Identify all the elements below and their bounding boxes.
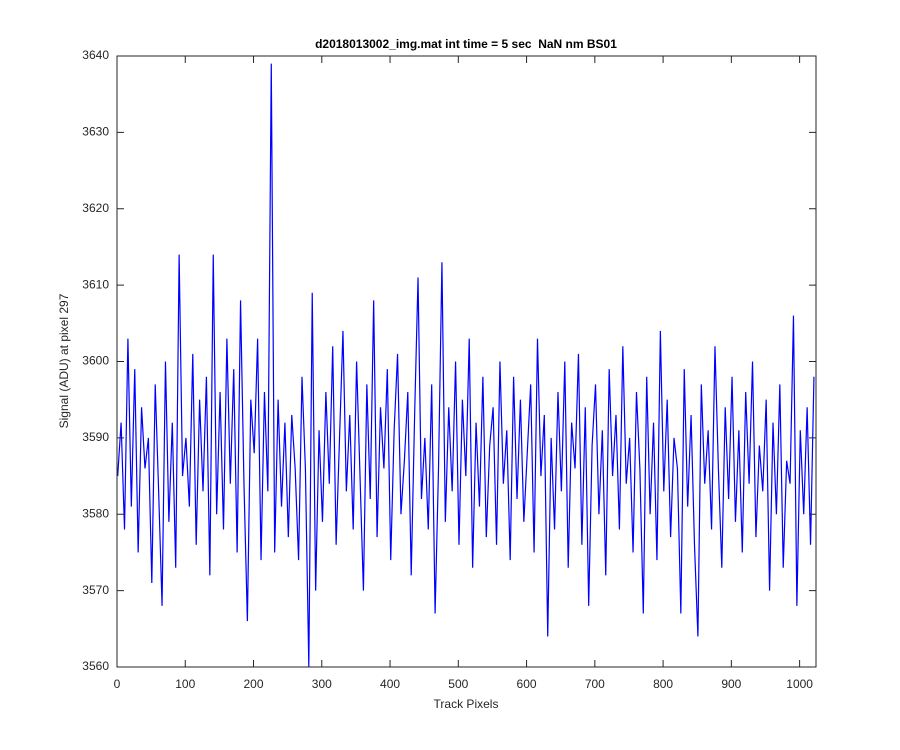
- y-tick-label: 3580: [82, 506, 109, 520]
- y-tick-label: 3560: [82, 659, 109, 673]
- chart-title: d2018013002_img.mat int time = 5 sec NaN…: [315, 37, 617, 51]
- y-tick-label: 3630: [82, 125, 109, 139]
- x-tick-label: 0: [114, 677, 121, 691]
- x-tick-label: 600: [517, 677, 537, 691]
- x-tick-label: 400: [380, 677, 400, 691]
- x-tick-label: 1000: [786, 677, 813, 691]
- data-line: [117, 63, 815, 668]
- y-tick-label: 3590: [82, 430, 109, 444]
- x-tick-label: 800: [653, 677, 673, 691]
- y-tick-label: 3610: [82, 277, 109, 291]
- y-tick-label: 3620: [82, 201, 109, 215]
- x-tick-label: 200: [244, 677, 264, 691]
- y-axis-label: Signal (ADU) at pixel 297: [57, 293, 71, 428]
- y-tick-label: 3640: [82, 48, 109, 62]
- y-tick-label: 3600: [82, 354, 109, 368]
- x-tick-label: 500: [448, 677, 468, 691]
- x-tick-label: 700: [585, 677, 605, 691]
- x-axis-label: Track Pixels: [434, 697, 499, 711]
- y-tick-label: 3570: [82, 583, 109, 597]
- x-tick-label: 100: [175, 677, 195, 691]
- x-tick-label: 900: [721, 677, 741, 691]
- x-tick-label: 300: [312, 677, 332, 691]
